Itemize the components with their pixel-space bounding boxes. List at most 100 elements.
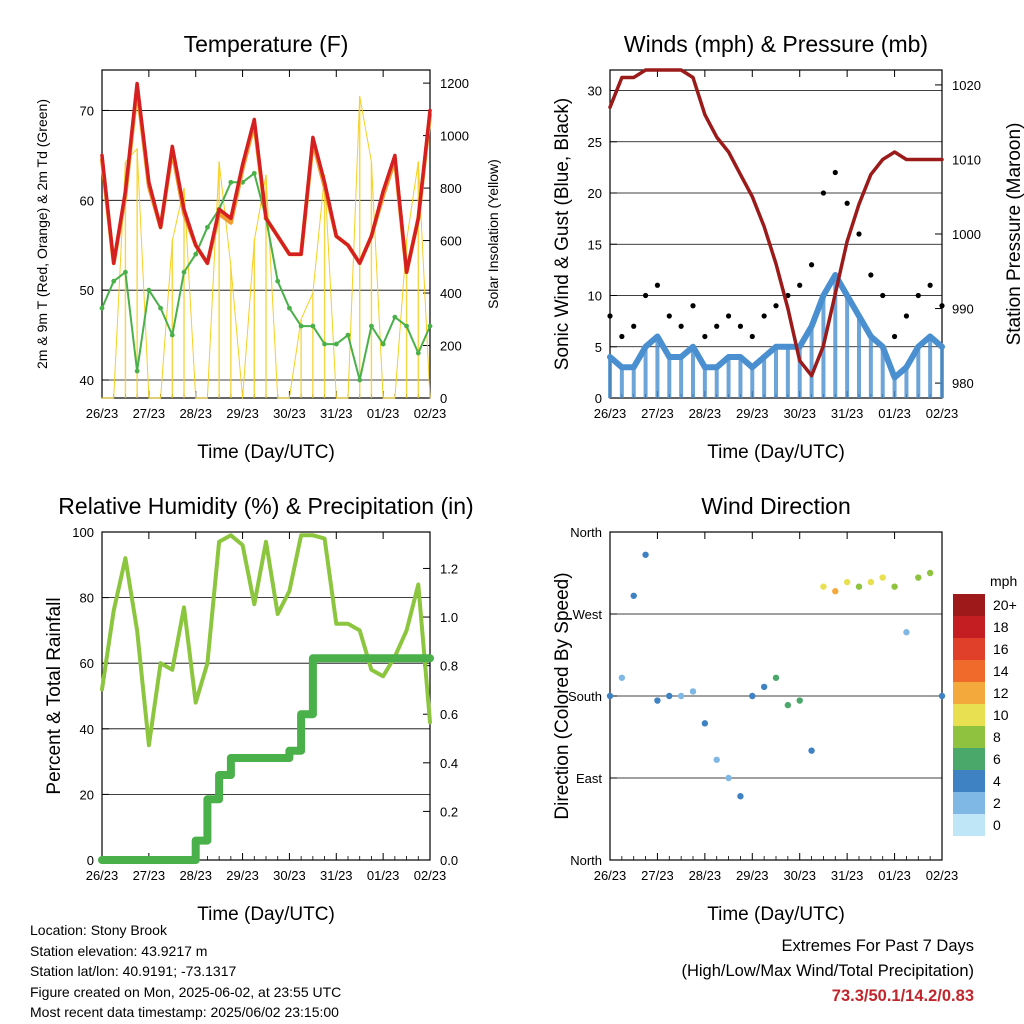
y-axis-label: 2m & 9m T (Red, Orange) & 2m Td (Green)	[34, 99, 50, 369]
x-tick-label: 29/23	[226, 868, 259, 883]
y2-tick-label: 980	[952, 376, 974, 391]
sonic-wind-mark	[845, 295, 850, 398]
panel-0: Temperature (F) 40 50 60 70 0 200 400 600 800 1000…	[34, 31, 501, 463]
precipitation-point	[414, 654, 422, 662]
y-tick-label: West	[573, 607, 603, 622]
colorbar-label: 4	[993, 773, 1001, 789]
colorbar-label: 14	[993, 663, 1009, 679]
y-tick-label: 0	[87, 853, 94, 868]
y-tick-label: 15	[588, 237, 602, 252]
direction-point	[713, 756, 720, 763]
direction-point	[642, 551, 649, 558]
gust-point	[820, 190, 827, 196]
sonic-wind-mark	[750, 367, 755, 398]
direction-point	[796, 697, 803, 704]
gust-point	[832, 169, 838, 176]
direction-point	[737, 793, 744, 800]
gust-point	[714, 323, 720, 329]
station-info: Location: Stony Brook Station elevation:…	[30, 920, 341, 1023]
gust-point	[808, 262, 815, 268]
y2-tick-label: 0	[440, 391, 447, 406]
sonic-wind-mark	[643, 346, 648, 398]
y2-tick-label: 1010	[952, 152, 981, 167]
precipitation-point	[227, 754, 235, 762]
y-axis-label: Direction (Colored By Speed)	[552, 572, 573, 819]
colorbar-label: 6	[993, 751, 1001, 767]
y-tick-label: 40	[80, 373, 94, 388]
precipitation-point	[285, 747, 293, 755]
y-tick-label: 10	[588, 289, 602, 304]
y2-tick-label: 990	[952, 302, 974, 317]
sonic-wind-mark	[892, 377, 897, 398]
y-tick-label: South	[568, 689, 602, 704]
y2-tick-label: 0.6	[440, 707, 458, 722]
sonic-wind-mark	[762, 357, 767, 398]
x-tick-label: 02/23	[414, 868, 447, 883]
y2-tick-label: 0.8	[440, 659, 458, 674]
x-tick-label: 26/23	[594, 406, 627, 421]
gust-point	[915, 292, 921, 299]
x-tick-label: 01/23	[878, 868, 911, 883]
direction-point	[891, 583, 898, 590]
x-tick-label: 01/23	[367, 406, 400, 421]
y-tick-label: North	[570, 853, 602, 868]
direction-point	[903, 629, 910, 636]
colorbar-label: 18	[993, 619, 1009, 635]
x-tick-label: 28/23	[689, 868, 722, 883]
direction-point	[855, 583, 863, 590]
x-tick-label: 30/23	[783, 406, 816, 421]
sonic-wind-mark	[904, 367, 909, 398]
gust-point	[607, 313, 613, 319]
temp-2m-series-line	[100, 81, 432, 274]
direction-point	[926, 569, 934, 577]
gust-point	[619, 333, 625, 340]
y2-tick-label: 1.2	[440, 561, 458, 576]
x-axis-label: Time (Day/UTC)	[197, 442, 335, 463]
x-axis-label: Time (Day/UTC)	[197, 904, 335, 925]
precipitation-point	[309, 654, 317, 662]
y-tick-label: 60	[80, 193, 94, 208]
x-tick-label: 01/23	[367, 868, 400, 883]
x-axis-label: Time (Day/UTC)	[707, 442, 845, 463]
direction-point	[654, 697, 661, 704]
gust-point	[761, 313, 767, 319]
direction-point	[749, 692, 756, 700]
precipitation-point	[321, 654, 329, 662]
colorbar-label: 2	[993, 795, 1001, 811]
x-tick-label: 27/23	[133, 868, 166, 883]
x-tick-label: 28/23	[689, 406, 722, 421]
gust-point	[939, 303, 945, 309]
x-tick-label: 31/23	[831, 868, 864, 883]
colorbar-swatch	[953, 726, 985, 748]
x-tick-label: 26/23	[86, 406, 119, 421]
y2-tick-label: 1000	[952, 227, 981, 242]
y2-tick-label: 1200	[440, 76, 469, 91]
panel-2: Relative Humidity (%) & Precipitation (i…	[44, 493, 474, 925]
x-tick-label: 29/23	[226, 406, 259, 421]
precipitation-point	[215, 771, 223, 779]
sonic-wind-mark	[868, 336, 873, 398]
x-tick-label: 27/23	[641, 406, 674, 421]
x-tick-label: 28/23	[179, 406, 212, 421]
sonic-wind-mark	[738, 357, 743, 398]
colorbar-label: 20+	[993, 597, 1017, 613]
precipitation-point	[356, 654, 364, 662]
y-tick-label: 60	[80, 656, 94, 671]
gust-point	[725, 313, 732, 319]
precipitation-point	[110, 856, 118, 864]
gust-point	[666, 313, 672, 319]
direction-point	[772, 674, 780, 681]
precipitation-point	[121, 856, 129, 864]
humidity-series-line	[100, 533, 432, 748]
gust-point	[868, 272, 874, 278]
chart-title: Wind Direction	[701, 493, 851, 519]
precipitation-point	[274, 754, 282, 762]
sonic-wind-mark	[797, 346, 802, 398]
y-tick-label: 50	[80, 283, 94, 298]
direction-point	[701, 720, 709, 727]
plot-frame	[101, 531, 431, 861]
y-axis-label: Percent & Total Rainfall	[44, 597, 65, 794]
gust-point	[631, 323, 637, 329]
x-tick-label: 26/23	[594, 868, 627, 883]
